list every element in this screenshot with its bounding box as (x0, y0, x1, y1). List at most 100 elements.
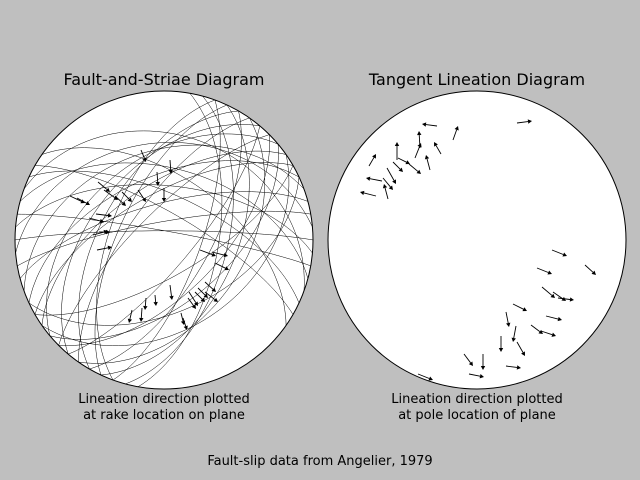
left-arrow-18 (214, 262, 229, 271)
right-arrow-27 (505, 311, 511, 327)
right-arrow-4 (394, 142, 400, 160)
right-arrow-29 (516, 341, 525, 356)
left-arrow-29 (127, 309, 133, 323)
left-arrow-9 (168, 159, 173, 174)
great-circle-21 (28, 160, 300, 304)
great-circle-14 (78, 110, 239, 370)
right-arrow-12 (397, 157, 410, 165)
right-arrow-9 (382, 177, 393, 190)
left-arrow-16 (199, 249, 216, 257)
right-arrow-11 (392, 161, 403, 172)
left-arrow-15 (96, 245, 112, 251)
great-circle-10 (34, 165, 294, 316)
right-arrow-30 (498, 336, 504, 352)
right-arrow-3 (368, 154, 376, 167)
right-arrow-24 (545, 315, 562, 322)
left-striae-arrows (69, 149, 229, 330)
right-arrow-23 (512, 303, 527, 312)
left-arrow-21 (194, 291, 205, 302)
right-arrow-10 (386, 167, 396, 184)
left-arrow-8 (161, 188, 167, 202)
left-caption-line-1: Lineation direction plotted (78, 392, 250, 407)
right-caption-line-1: Lineation direction plotted (391, 392, 563, 407)
great-circle-24 (17, 210, 311, 267)
left-great-circles (15, 93, 313, 387)
right-arrow-35 (417, 373, 433, 381)
right-arrow-14 (366, 176, 383, 182)
left-arrow-3 (103, 189, 118, 200)
right-arrow-17 (551, 249, 567, 257)
right-arrow-25 (530, 324, 543, 334)
great-circle-23 (19, 191, 308, 279)
right-arrow-16 (382, 184, 389, 200)
great-circle-27 (15, 184, 313, 254)
right-arrow-8 (424, 155, 431, 171)
great-circle-15 (78, 117, 250, 363)
great-circle-18 (46, 133, 279, 336)
great-circle-29 (19, 162, 309, 279)
right-arrow-2 (516, 119, 532, 124)
right-arrow-32 (480, 354, 486, 370)
left-caption-line-2: at rake location on plane (83, 408, 245, 423)
great-circle-6 (68, 125, 261, 355)
left-arrow-17 (211, 251, 228, 258)
right-arrow-22 (557, 297, 574, 302)
right-caption-line-2: at pole location of plane (398, 408, 556, 423)
great-circle-7 (58, 134, 270, 346)
left-arrow-25 (169, 284, 174, 300)
left-arrow-22 (188, 291, 198, 306)
right-arrow-15 (360, 190, 377, 197)
right-panel-title: Tangent Lineation Diagram (368, 70, 586, 89)
right-arrow-26 (540, 330, 556, 337)
left-arrow-20 (197, 287, 208, 298)
right-arrow-19 (536, 267, 552, 275)
great-circle-13 (94, 104, 228, 376)
right-arrow-18 (584, 264, 596, 275)
left-arrow-14 (92, 229, 108, 236)
left-arrow-31 (182, 317, 188, 330)
left-arrow-1 (76, 197, 90, 206)
left-arrow-2 (97, 181, 110, 192)
great-circle-25 (15, 142, 313, 254)
great-circle-0 (137, 93, 223, 387)
right-stereonet-primitive (327, 90, 627, 390)
great-circle-19 (41, 150, 287, 326)
left-arrow-10 (140, 149, 147, 162)
great-circle-32 (34, 165, 294, 315)
great-circle-8 (49, 144, 279, 340)
great-circle-3 (100, 104, 250, 376)
right-panel-caption: Lineation direction plotted at pole loca… (317, 392, 637, 424)
left-panel-caption: Lineation direction plotted at rake loca… (4, 392, 324, 424)
left-arrow-12 (95, 213, 112, 218)
great-circle-5 (78, 117, 266, 364)
right-lineation-arrows (360, 119, 596, 381)
left-arrow-28 (139, 307, 144, 322)
left-arrow-5 (121, 191, 132, 202)
right-arrow-31 (463, 353, 473, 366)
right-arrow-13 (408, 163, 421, 174)
great-circle-2 (112, 99, 221, 381)
figure-caption: Fault-slip data from Angelier, 1979 (207, 454, 433, 469)
great-circle-12 (96, 99, 216, 381)
great-circle-20 (34, 162, 294, 315)
left-arrow-11 (88, 217, 104, 224)
right-arrow-1 (452, 126, 459, 141)
right-arrow-6 (417, 131, 422, 149)
right-arrow-0 (422, 122, 438, 127)
left-arrow-26 (153, 294, 158, 306)
left-arrow-4 (114, 195, 126, 206)
right-arrow-28 (511, 325, 517, 342)
right-arrow-34 (468, 373, 484, 379)
great-circle-22 (23, 144, 305, 292)
right-arrow-7 (434, 142, 442, 155)
left-panel-title: Fault-and-Striae Diagram (63, 70, 265, 89)
left-arrow-19 (204, 281, 216, 292)
left-arrow-6 (137, 189, 146, 202)
great-circle-30 (23, 130, 305, 292)
great-circle-31 (28, 170, 300, 304)
left-arrow-24 (204, 291, 218, 302)
right-arrow-33 (505, 365, 521, 370)
left-arrow-7 (155, 171, 160, 186)
